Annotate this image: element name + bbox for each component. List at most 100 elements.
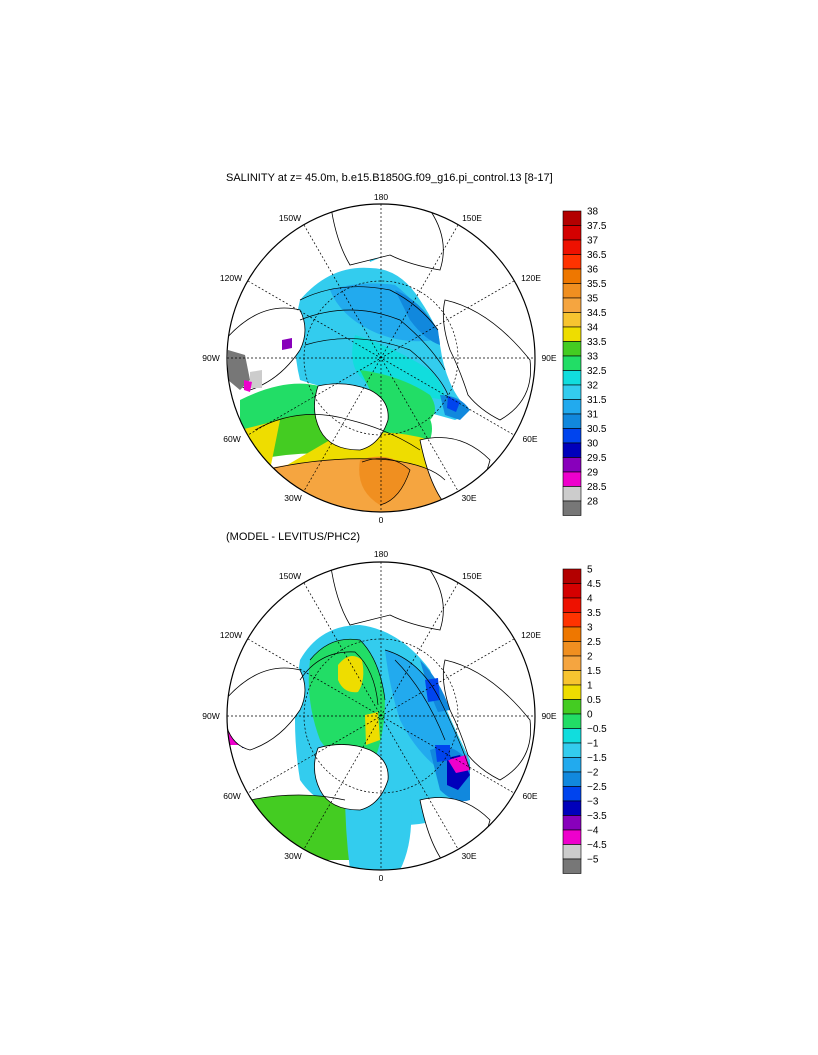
- bottom-lon-label: 120E: [521, 630, 541, 640]
- colorbar-swatch: [562, 254, 582, 270]
- colorbar-label: 31.5: [587, 395, 607, 406]
- colorbar-label: −2.5: [587, 782, 607, 793]
- colorbar-swatch: [562, 312, 582, 328]
- top-panel-title: SALINITY at z= 45.0m, b.e15.B1850G.f09_g…: [226, 172, 553, 184]
- colorbar-swatch: [562, 815, 582, 831]
- colorbar-label: −3.5: [587, 811, 607, 822]
- bottom-lon-label: 150E: [462, 571, 482, 581]
- bottom-lon-label: 150W: [279, 571, 301, 581]
- colorbar-swatch: [562, 283, 582, 299]
- colorbar-swatch: [562, 370, 582, 386]
- colorbar-swatch: [562, 384, 582, 400]
- colorbar-swatch: [562, 297, 582, 313]
- colorbar-label: −3: [587, 797, 599, 808]
- colorbar-label: 35: [587, 294, 599, 305]
- colorbar-swatch: [562, 326, 582, 342]
- bottom-longitude-labels: 180 150E 120E 90E 60E 30E 0 30W 60W 90W …: [202, 549, 557, 883]
- colorbar-label: 0.5: [587, 695, 601, 706]
- colorbar-label: 2: [587, 652, 593, 663]
- colorbar-swatch: [562, 844, 582, 860]
- colorbar-label: −0.5: [587, 724, 607, 735]
- top-polar-map: 180 150E 120E 90E 60E 30E 0 30W 60W 90W …: [202, 192, 557, 525]
- bottom-lon-label: 60W: [223, 791, 240, 801]
- colorbar-label: 29.5: [587, 453, 607, 464]
- colorbar-label: 0: [587, 710, 593, 721]
- colorbar-swatch: [562, 486, 582, 502]
- colorbar-label: −5: [587, 855, 599, 866]
- colorbar-swatch: [562, 626, 582, 642]
- colorbar-swatch: [562, 341, 582, 357]
- bottom-polar-map: 180 150E 120E 90E 60E 30E 0 30W 60W 90W …: [202, 549, 557, 883]
- top-map-border: [226, 203, 536, 513]
- top-lon-label: 30E: [461, 493, 476, 503]
- colorbar-label: 35.5: [587, 279, 607, 290]
- colorbar-swatch: [562, 399, 582, 415]
- colorbar-label: 28.5: [587, 482, 607, 493]
- colorbar-label: 29: [587, 468, 599, 479]
- colorbar-label: 5: [587, 565, 593, 576]
- colorbar-label: −4: [587, 826, 599, 837]
- colorbar-swatch: [562, 612, 582, 628]
- bottom-graticule: [227, 562, 535, 870]
- bottom-difference-field: [227, 562, 532, 870]
- top-lon-label: 30W: [284, 493, 301, 503]
- colorbar-label: −1.5: [587, 753, 607, 764]
- colorbar-label: −1: [587, 739, 599, 750]
- colorbar-swatch: [562, 713, 582, 729]
- colorbar-label: 33.5: [587, 337, 607, 348]
- colorbar-swatch: [562, 442, 582, 458]
- colorbar-label: −2: [587, 768, 599, 779]
- colorbar-swatch: [562, 699, 582, 715]
- colorbar-label: 37.5: [587, 221, 607, 232]
- colorbar-label: 37: [587, 236, 599, 247]
- colorbar-swatch: [562, 500, 582, 516]
- bottom-lon-label: 90E: [541, 711, 556, 721]
- top-lon-label: 180: [374, 192, 388, 202]
- colorbar-swatch: [562, 225, 582, 241]
- colorbar-label: 32: [587, 381, 599, 392]
- colorbar-swatch: [562, 771, 582, 787]
- colorbar-swatch: [562, 268, 582, 284]
- top-lon-label: 0: [379, 515, 384, 525]
- top-lon-label: 60W: [223, 434, 240, 444]
- colorbar-swatch: [562, 471, 582, 487]
- colorbar-swatch: [562, 829, 582, 845]
- colorbar-label: 4.5: [587, 579, 601, 590]
- bottom-map-border: [226, 561, 536, 871]
- colorbar-label: 2.5: [587, 637, 601, 648]
- colorbar-swatch: [562, 670, 582, 686]
- colorbar-swatch: [562, 757, 582, 773]
- colorbar-label: 28: [587, 497, 599, 508]
- colorbar-swatch: [562, 457, 582, 473]
- colorbar-swatch: [562, 210, 582, 226]
- colorbar-swatch: [562, 568, 582, 584]
- colorbar-swatch: [562, 355, 582, 371]
- colorbar-swatch: [562, 742, 582, 758]
- colorbar-label: 38: [587, 207, 599, 218]
- top-lon-label: 120W: [220, 273, 242, 283]
- bottom-panel-title: (MODEL - LEVITUS/PHC2): [226, 531, 361, 543]
- bottom-lon-label: 90W: [202, 711, 219, 721]
- colorbar-label: 36.5: [587, 250, 607, 261]
- colorbar-swatch: [562, 641, 582, 657]
- top-longitude-labels: 180 150E 120E 90E 60E 30E 0 30W 60W 90W …: [202, 192, 557, 525]
- top-lon-label: 120E: [521, 273, 541, 283]
- bottom-lon-label: 120W: [220, 630, 242, 640]
- colorbar-label: 1: [587, 681, 593, 692]
- colorbar-label: 4: [587, 594, 593, 605]
- colorbar-label: 3: [587, 623, 593, 634]
- colorbar-swatch: [562, 786, 582, 802]
- colorbar-swatch: [562, 413, 582, 429]
- top-graticule: [227, 204, 535, 512]
- top-lon-label: 60E: [522, 434, 537, 444]
- colorbar-label: 3.5: [587, 608, 601, 619]
- bottom-colorbar: 5 4.5 4 3.5 3 2.5 2 1.5 1 0.5 0 −0.5 −1 −1.5 −2 −2.5 −3 −…: [562, 565, 607, 874]
- colorbar-label: 36: [587, 265, 599, 276]
- top-lon-label: 150W: [279, 213, 301, 223]
- colorbar-label: 34: [587, 323, 599, 334]
- colorbar-label: 30: [587, 439, 599, 450]
- colorbar-label: 34.5: [587, 308, 607, 319]
- colorbar-swatch: [562, 597, 582, 613]
- colorbar-label: 31: [587, 410, 599, 421]
